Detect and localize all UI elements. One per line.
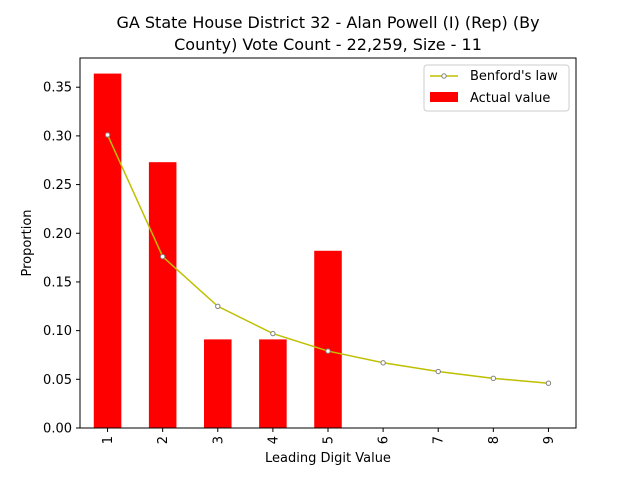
benford-point-6 [380, 360, 386, 366]
benford-point-2 [159, 253, 166, 260]
legend-label-actual: Actual value [470, 91, 550, 106]
y-tick-label: 0.20 [43, 227, 72, 242]
benford-line-group [104, 132, 552, 386]
benford-point-7 [435, 368, 441, 375]
y-tick-label: 0.30 [43, 129, 72, 144]
y-tick-label: 0.05 [43, 373, 72, 388]
legend-bar-swatch [430, 92, 458, 102]
bars-group [93, 73, 342, 428]
legend-marker [441, 73, 447, 79]
bar-actual-3 [204, 339, 232, 428]
benford-point-4 [270, 330, 276, 337]
legend-frame [423, 64, 570, 112]
x-tick-label: 7 [432, 436, 447, 444]
y-axis-label: Proportion [20, 209, 35, 276]
y-tick-label: 0.00 [43, 422, 72, 437]
benford-point-8 [490, 375, 497, 382]
benford-point-1 [104, 132, 111, 138]
x-tick-label: 3 [211, 436, 226, 444]
benford-point-9 [545, 380, 552, 386]
legend-label-benford: Benford's law [470, 69, 558, 84]
x-tick-label: 1 [101, 436, 116, 444]
x-tick-label: 9 [542, 436, 557, 444]
x-tick-label: 8 [487, 436, 502, 444]
benford-point-5 [325, 348, 331, 354]
legend: Benford's law Actual value [423, 64, 570, 112]
y-tick-label: 0.15 [43, 275, 72, 290]
x-tick-label: 2 [156, 436, 171, 444]
y-tick-label: 0.25 [43, 178, 72, 193]
x-tick-label: 4 [266, 436, 281, 444]
bar-actual-5 [314, 250, 342, 428]
chart-title-line-1: GA State House District 32 - Alan Powell… [116, 13, 539, 32]
y-tick-label: 0.35 [43, 81, 72, 96]
x-axis: 1 2 3 4 5 6 7 8 9 [101, 428, 557, 444]
x-tick-label: 5 [322, 436, 337, 444]
benford-point-3 [215, 303, 221, 309]
bar-actual-1 [93, 73, 122, 428]
y-tick-label: 0.10 [43, 324, 72, 339]
x-axis-label: Leading Digit Value [265, 451, 391, 466]
chart-title-line-2: County) Vote Count - 22,259, Size - 11 [174, 35, 482, 54]
x-tick-label: 6 [377, 436, 392, 444]
bar-actual-2 [148, 162, 177, 428]
bar-actual-4 [259, 339, 287, 428]
y-axis: 0.00 0.05 0.10 0.15 0.20 0.25 0.30 0.35 [43, 81, 80, 437]
